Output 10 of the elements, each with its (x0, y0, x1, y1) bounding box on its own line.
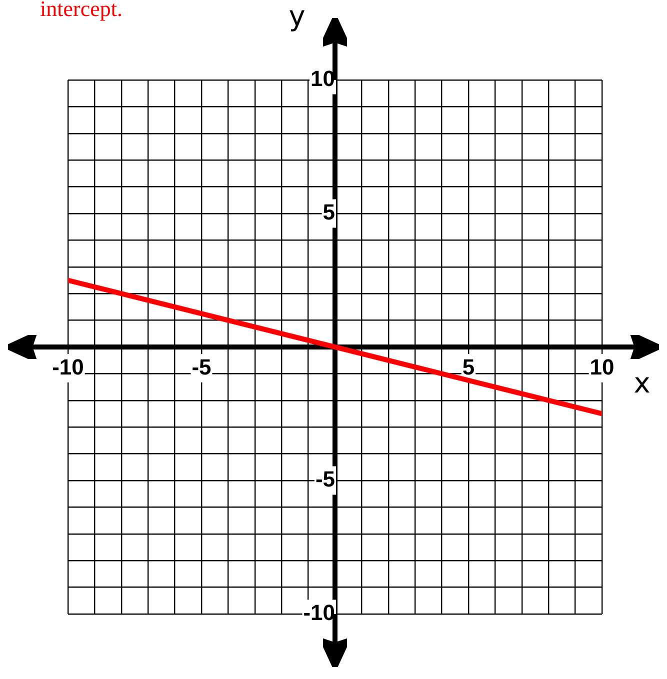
x-tick-label: -10 (52, 354, 84, 380)
text: intercept. (40, 0, 122, 22)
x-axis-title: x (634, 366, 650, 400)
y-tick-label: 5 (322, 200, 335, 225)
x-tick-label: 10 (590, 354, 614, 380)
y-tick-label: -10 (303, 600, 335, 626)
x-tick-label: -5 (192, 354, 212, 380)
y-axis-title: y (288, 0, 306, 32)
x-tick-label: 5 (462, 354, 475, 380)
y-tick-label: -5 (315, 466, 335, 492)
